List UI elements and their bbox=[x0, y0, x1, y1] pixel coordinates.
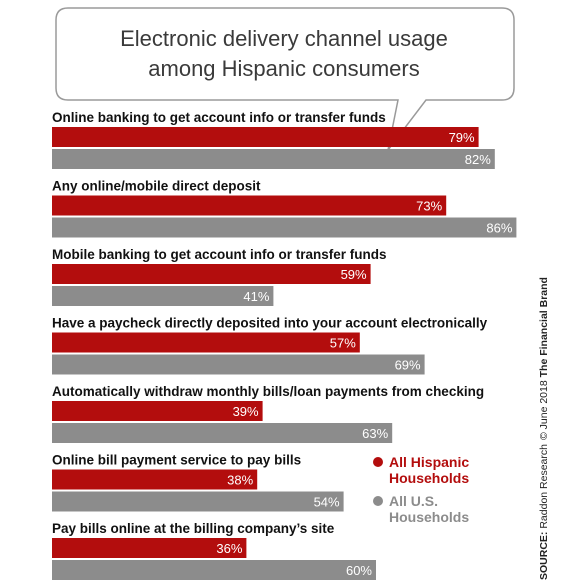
data-label: 79% bbox=[449, 130, 475, 145]
category-label: Pay bills online at the billing company’… bbox=[52, 521, 335, 536]
bar-hispanic bbox=[52, 469, 258, 490]
bar-group: Online banking to get account info or tr… bbox=[52, 110, 495, 169]
bar-group: Automatically withdraw monthly bills/loa… bbox=[52, 384, 484, 443]
speech-bubble bbox=[55, 7, 515, 151]
bar-us bbox=[52, 286, 274, 306]
bar-hispanic bbox=[52, 195, 447, 216]
bar-group: Pay bills online at the billing company’… bbox=[52, 521, 376, 580]
source-label: SOURCE: bbox=[538, 532, 550, 580]
data-label: 57% bbox=[330, 336, 356, 351]
data-label: 38% bbox=[227, 473, 253, 488]
bar-groups: Online banking to get account info or tr… bbox=[52, 110, 517, 580]
bar-us bbox=[52, 354, 425, 375]
bar-us bbox=[52, 149, 495, 169]
title-callout: Electronic delivery channel usage among … bbox=[55, 7, 515, 151]
legend-marker bbox=[373, 457, 383, 467]
legend-item: All U.S.Households bbox=[373, 493, 469, 525]
bar-group: Mobile banking to get account info or tr… bbox=[52, 247, 387, 306]
data-label: 60% bbox=[346, 563, 372, 578]
category-label: Online bill payment service to pay bills bbox=[52, 453, 301, 468]
category-label: Automatically withdraw monthly bills/loa… bbox=[52, 384, 484, 399]
category-label: Any online/mobile direct deposit bbox=[52, 179, 261, 194]
bar-hispanic bbox=[52, 264, 371, 284]
source-brand: The Financial Brand bbox=[538, 277, 550, 377]
category-label: Online banking to get account info or tr… bbox=[52, 110, 386, 125]
bar-us bbox=[52, 560, 376, 580]
data-label: 36% bbox=[216, 541, 242, 556]
data-label: 86% bbox=[486, 221, 512, 236]
copyright-symbol: © bbox=[538, 432, 550, 440]
data-label: 69% bbox=[395, 358, 421, 373]
data-label: 41% bbox=[243, 289, 269, 304]
source-name: Raddon Research bbox=[538, 444, 550, 532]
bar-group: Have a paycheck directly deposited into … bbox=[52, 316, 488, 375]
legend-label: All Hispanic bbox=[389, 454, 469, 470]
legend-marker bbox=[373, 496, 383, 506]
source-credit: SOURCE: Raddon Research © June 2018 The F… bbox=[538, 277, 550, 580]
data-label: 54% bbox=[314, 495, 340, 510]
data-label: 59% bbox=[341, 267, 367, 282]
bar-group: Online bill payment service to pay bills… bbox=[52, 453, 344, 512]
category-label: Mobile banking to get account info or tr… bbox=[52, 247, 387, 262]
category-label: Have a paycheck directly deposited into … bbox=[52, 316, 488, 331]
bar-hispanic bbox=[52, 127, 479, 147]
data-label: 63% bbox=[362, 426, 388, 441]
data-label: 82% bbox=[465, 152, 491, 167]
legend-label: Households bbox=[389, 470, 469, 486]
data-label: 39% bbox=[233, 404, 259, 419]
data-label: 73% bbox=[416, 199, 442, 214]
legend-label: Households bbox=[389, 509, 469, 525]
chart-title-line-2: among Hispanic consumers bbox=[148, 56, 419, 81]
source-date: June 2018 bbox=[538, 377, 550, 432]
bar-us bbox=[52, 217, 517, 238]
bar-hispanic bbox=[52, 538, 247, 558]
bar-us bbox=[52, 423, 393, 443]
bar-hispanic bbox=[52, 401, 263, 421]
bar-us bbox=[52, 491, 344, 512]
chart-title-line-1: Electronic delivery channel usage bbox=[120, 26, 448, 51]
bar-hispanic bbox=[52, 332, 360, 353]
bar-group: Any online/mobile direct deposit 73% 86% bbox=[52, 179, 517, 238]
legend-label: All U.S. bbox=[389, 493, 438, 509]
